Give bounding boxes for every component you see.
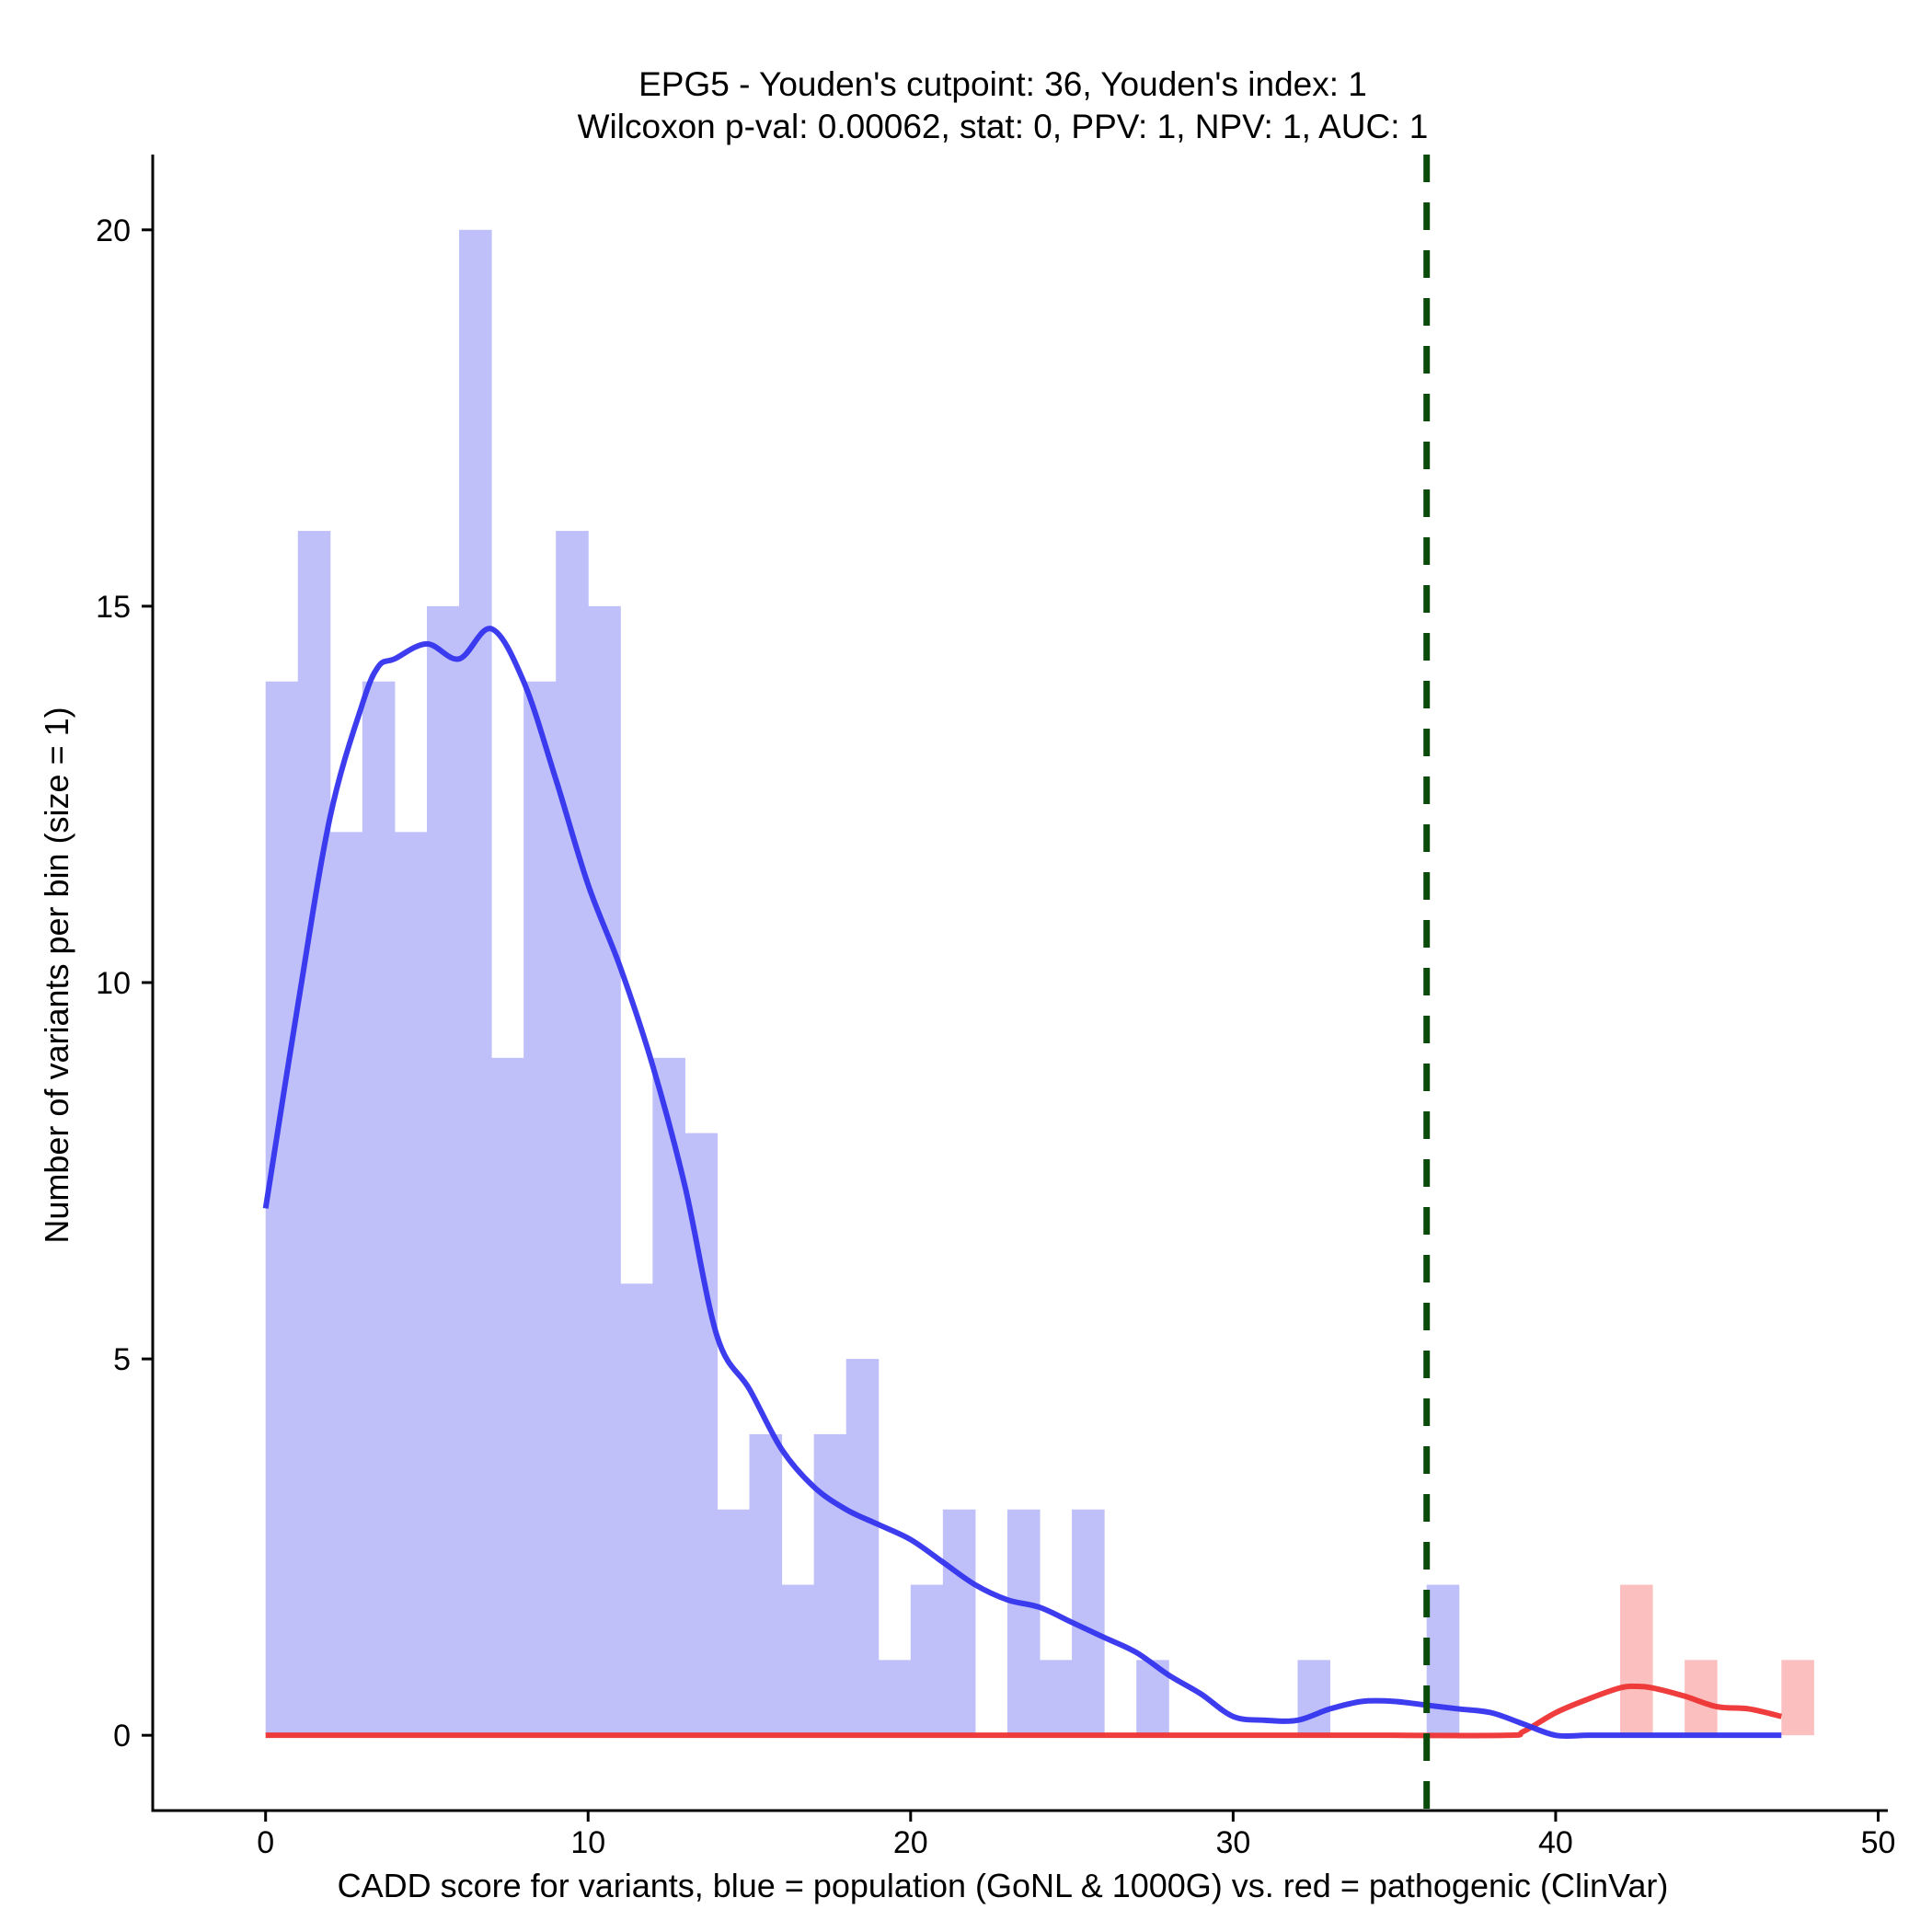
population-bar-14 — [717, 1509, 751, 1736]
population-bar-17 — [813, 1433, 847, 1736]
pathogenic-bar-47 — [1781, 1660, 1814, 1736]
x-tick-label-50: 50 — [1861, 1825, 1896, 1860]
x-tick-label-20: 20 — [893, 1825, 928, 1860]
x-axis-ticks: 0 10 20 30 40 50 — [257, 1811, 1895, 1860]
x-tick-label-0: 0 — [257, 1825, 274, 1860]
population-bar-32 — [1297, 1660, 1331, 1736]
population-bar-13 — [684, 1133, 718, 1736]
population-bar-15 — [749, 1433, 783, 1736]
chart-subtitle: Wilcoxon p-val: 0.00062, stat: 0, PPV: 1… — [578, 108, 1429, 145]
pathogenic-bar-42 — [1620, 1584, 1653, 1736]
population-bar-9 — [556, 531, 589, 1736]
population-bar-23 — [1006, 1509, 1041, 1736]
population-bar-2 — [329, 832, 363, 1736]
population-bar-11 — [620, 1283, 653, 1736]
population-bar-19 — [878, 1660, 912, 1736]
x-tick-label-30: 30 — [1215, 1825, 1250, 1860]
population-bar-21 — [942, 1509, 976, 1736]
pathogenic-bars — [1620, 1584, 1814, 1736]
density-curves — [262, 626, 1783, 1740]
population-bar-8 — [523, 681, 557, 1736]
chart-title: EPG5 - Youden's cutpoint: 36, Youden's i… — [638, 65, 1367, 103]
population-bar-3 — [362, 681, 396, 1736]
population-bar-16 — [781, 1584, 815, 1736]
x-tick-label-10: 10 — [570, 1825, 605, 1860]
population-bar-36 — [1426, 1584, 1460, 1736]
y-tick-label-15: 15 — [96, 590, 131, 625]
population-bars — [265, 229, 1460, 1736]
population-bar-24 — [1040, 1660, 1073, 1736]
population-bar-7 — [491, 1057, 524, 1736]
pathogenic-density-line — [265, 1683, 1783, 1739]
population-bar-6 — [459, 229, 492, 1736]
population-bar-4 — [394, 832, 428, 1736]
population-bar-20 — [910, 1584, 944, 1736]
x-axis-label: CADD score for variants, blue = populati… — [338, 1867, 1669, 1904]
y-tick-label-5: 5 — [113, 1342, 131, 1377]
population-bar-10 — [588, 605, 621, 1736]
population-bar-1 — [297, 531, 331, 1736]
x-tick-label-40: 40 — [1538, 1825, 1573, 1860]
population-bar-18 — [845, 1359, 880, 1736]
y-tick-label-10: 10 — [96, 966, 131, 1001]
population-density-line — [262, 626, 1782, 1740]
y-axis-label: Number of variants per bin (size = 1) — [38, 707, 75, 1243]
y-axis-ticks: 0 5 10 15 20 — [96, 213, 153, 1754]
y-tick-label-20: 20 — [96, 213, 131, 248]
y-tick-label-0: 0 — [113, 1719, 131, 1754]
population-bar-5 — [426, 605, 460, 1736]
population-bar-0 — [265, 681, 299, 1736]
